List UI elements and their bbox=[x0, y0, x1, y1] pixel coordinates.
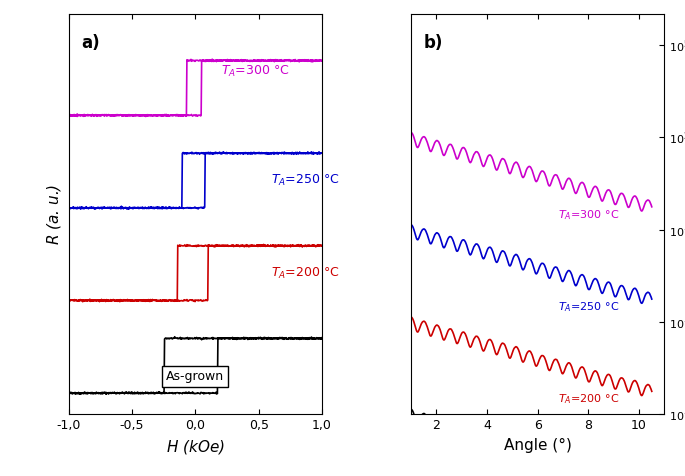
Text: a): a) bbox=[82, 34, 100, 52]
X-axis label: Angle (°): Angle (°) bbox=[503, 437, 571, 453]
Text: $T_A$=300 °C: $T_A$=300 °C bbox=[558, 208, 619, 222]
Text: $T_A$=250 °C: $T_A$=250 °C bbox=[558, 300, 619, 314]
Text: $T_A$=200 °C: $T_A$=200 °C bbox=[558, 393, 619, 407]
Text: $T_A$=300 °C: $T_A$=300 °C bbox=[221, 64, 289, 79]
Text: $T_A$=200 °C: $T_A$=200 °C bbox=[271, 266, 340, 281]
Y-axis label: $R$ (a. u.): $R$ (a. u.) bbox=[45, 184, 63, 245]
X-axis label: $H$ (kOe): $H$ (kOe) bbox=[166, 437, 225, 456]
Text: $T_A$=250 °C: $T_A$=250 °C bbox=[271, 173, 340, 188]
Text: As-grown: As-grown bbox=[166, 370, 225, 383]
Text: b): b) bbox=[423, 34, 443, 52]
